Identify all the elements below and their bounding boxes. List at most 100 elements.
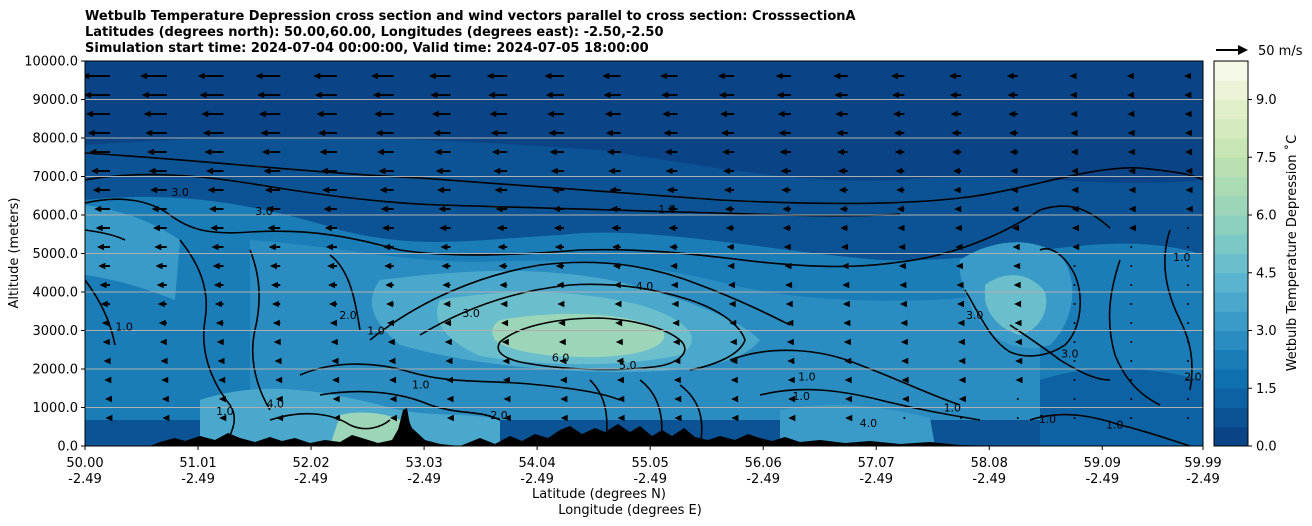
wind-vector bbox=[662, 110, 678, 118]
wind-vector bbox=[213, 281, 224, 289]
wind-vector bbox=[199, 91, 224, 99]
wind-vector bbox=[895, 167, 905, 175]
wind-vector-head bbox=[322, 186, 330, 194]
wind-vector-head bbox=[723, 186, 731, 194]
wind-vector-head bbox=[325, 243, 333, 251]
wind-vector bbox=[162, 414, 170, 422]
wind-vector bbox=[729, 338, 737, 346]
x-tick-label-lat: 55.05 bbox=[632, 456, 669, 471]
wind-vector bbox=[673, 357, 681, 365]
wind-vector-head bbox=[332, 376, 340, 384]
wind-vector bbox=[102, 338, 110, 346]
wind-vector bbox=[839, 205, 848, 213]
wind-key-arrowhead bbox=[1238, 45, 1248, 55]
wind-vector-head bbox=[378, 167, 386, 175]
wind-vector bbox=[547, 110, 564, 118]
wind-vector-head bbox=[270, 281, 278, 289]
wind-vector bbox=[1069, 72, 1077, 80]
contour-line bbox=[419, 283, 746, 371]
wind-vector-head bbox=[1012, 243, 1020, 251]
wind-vector-head bbox=[952, 148, 960, 156]
wind-vector-head bbox=[85, 72, 90, 80]
wind-vector bbox=[787, 357, 795, 365]
wind-vector-head bbox=[1015, 357, 1023, 365]
wind-vector-head bbox=[723, 167, 731, 175]
wind-vector-head bbox=[207, 186, 215, 194]
wind-vector-head bbox=[438, 205, 446, 213]
wind-vector bbox=[141, 91, 167, 99]
wind-vector-head bbox=[275, 395, 283, 403]
wind-vector bbox=[958, 395, 966, 403]
chart-title-line-3: Simulation start time: 2024-07-04 00:00:… bbox=[85, 41, 649, 56]
wind-vector-head bbox=[331, 357, 339, 365]
wind-vector-head bbox=[385, 281, 393, 289]
wind-vector-head bbox=[603, 91, 611, 99]
wind-vector-head bbox=[261, 148, 269, 156]
colorbar-segment bbox=[1214, 311, 1248, 331]
wind-vector-head bbox=[85, 110, 93, 118]
contour-line bbox=[729, 349, 961, 406]
wind-vector-head bbox=[274, 357, 282, 365]
wind-vector bbox=[558, 319, 566, 327]
wind-vector-head bbox=[382, 224, 390, 232]
terrain-peak bbox=[395, 408, 415, 446]
wind-vector bbox=[1070, 110, 1078, 118]
wind-vector bbox=[443, 300, 451, 308]
wind-vector bbox=[1012, 224, 1020, 232]
wind-vector bbox=[727, 281, 735, 289]
wind-vector bbox=[1130, 246, 1133, 248]
wind-vector bbox=[671, 300, 679, 308]
wind-vector-head bbox=[612, 262, 620, 270]
wind-vector bbox=[782, 224, 791, 232]
wind-vector-head bbox=[103, 357, 111, 365]
wind-vector bbox=[444, 319, 452, 327]
wind-vector-head bbox=[105, 414, 113, 422]
wind-vector-head bbox=[384, 262, 392, 270]
wind-vector bbox=[1015, 376, 1023, 384]
wind-vector bbox=[99, 281, 110, 289]
wind-vector bbox=[845, 414, 853, 422]
wind-vector-head bbox=[784, 262, 792, 270]
wind-vector-head bbox=[313, 72, 321, 80]
wind-vector-head bbox=[665, 167, 673, 175]
colorbar-frame bbox=[1213, 60, 1249, 447]
wind-vector bbox=[1072, 243, 1080, 251]
wind-vector bbox=[1184, 129, 1192, 137]
wind-vector bbox=[492, 148, 508, 156]
wind-vector-head bbox=[718, 91, 726, 99]
wind-vector bbox=[332, 376, 340, 384]
wind-vector-head bbox=[781, 186, 789, 194]
colorbar-tick-label: 9.0 bbox=[1256, 93, 1277, 108]
x-tick-label-lon: -2.49 bbox=[746, 472, 780, 487]
wind-vector-head bbox=[552, 205, 560, 213]
wind-vector-head bbox=[446, 376, 454, 384]
wind-vector bbox=[327, 262, 337, 270]
wind-vector-head bbox=[955, 243, 963, 251]
wind-vector-head bbox=[560, 395, 568, 403]
wind-vector bbox=[673, 376, 681, 384]
wind-vector-head bbox=[555, 262, 563, 270]
wind-vector-head bbox=[204, 148, 212, 156]
wind-vector-head bbox=[604, 110, 612, 118]
wind-vector-head bbox=[314, 91, 322, 99]
wind-vector-head bbox=[955, 262, 963, 270]
contour-line bbox=[1009, 324, 1111, 381]
x-axis-label-longitude: Longitude (degrees E) bbox=[558, 503, 702, 518]
wind-vector bbox=[100, 300, 110, 308]
x-tick-label-lat: 52.02 bbox=[292, 456, 329, 471]
wind-vector bbox=[1011, 205, 1019, 213]
wind-vector-head bbox=[833, 72, 841, 80]
wind-vector bbox=[718, 91, 735, 99]
wind-vector-head bbox=[500, 300, 508, 308]
wind-vector-head bbox=[208, 205, 216, 213]
wind-vector-head bbox=[783, 243, 791, 251]
wind-vector-head bbox=[1009, 148, 1017, 156]
wind-vector bbox=[375, 129, 394, 137]
wind-vector-head bbox=[324, 224, 332, 232]
wind-vector-head bbox=[488, 91, 496, 99]
wind-vector-head bbox=[439, 224, 447, 232]
wind-vector bbox=[257, 91, 281, 99]
wind-vector bbox=[960, 417, 963, 419]
wind-vector-head bbox=[958, 395, 966, 403]
wind-vector-head bbox=[205, 167, 213, 175]
